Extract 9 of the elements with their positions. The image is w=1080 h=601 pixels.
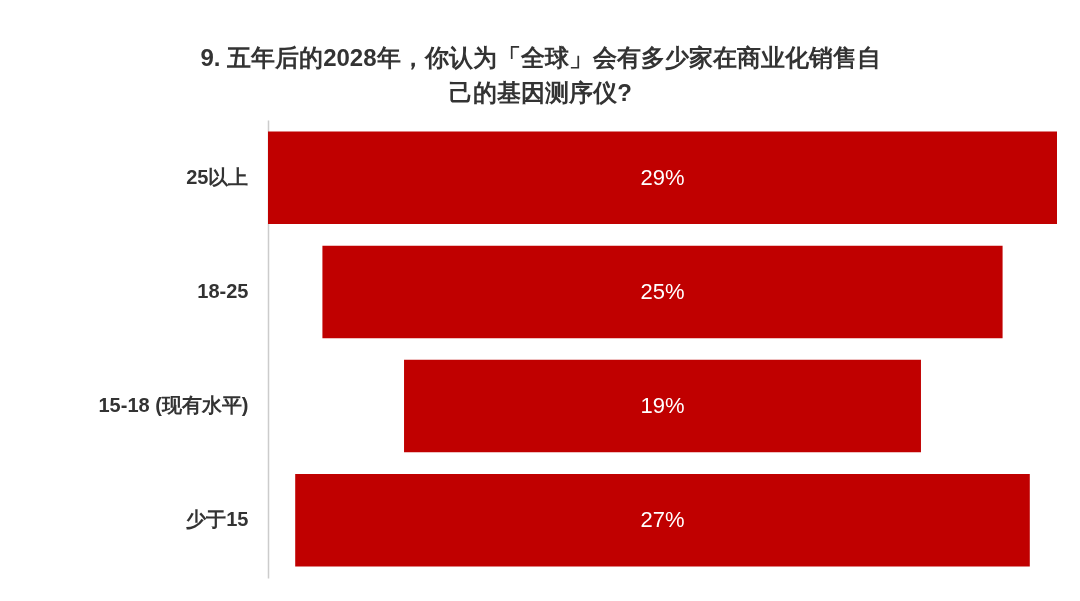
data-label: 19% xyxy=(640,393,685,419)
text: 9. 五年后的2028年，你认为「全球」会有多少家在商业化销售自己的基因测序仪? xyxy=(200,44,881,106)
data-label: 29% xyxy=(640,164,685,190)
data-label: 25% xyxy=(640,278,685,304)
category-label: 18-25 xyxy=(197,279,249,302)
category-label: 25以上 xyxy=(186,165,249,188)
data-label: 27% xyxy=(640,507,685,533)
category-label: 15-18 (现有水平) xyxy=(98,394,249,417)
category-label: 少于15 xyxy=(186,508,249,531)
